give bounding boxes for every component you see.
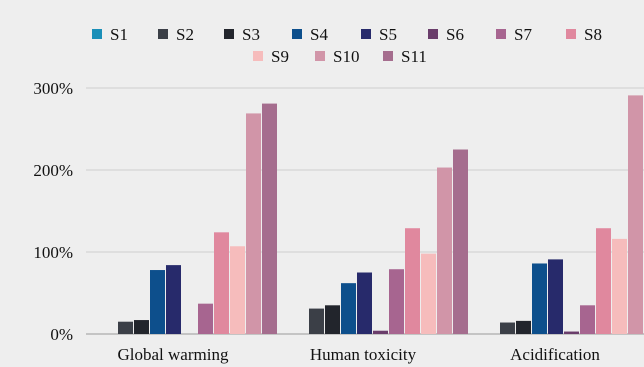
bar-s5-global-warming [166,265,181,334]
legend: S1 S2 S3 S4 S5 S6 S7 S8 S9 S10 S11 [92,25,602,66]
y-tick-label: 300% [33,79,73,98]
bar-s10-global-warming [246,113,261,334]
y-tick-label: 100% [33,243,73,262]
legend-swatch-s2 [158,29,168,39]
bar-s8-human-toxicity [405,228,420,334]
legend-swatch-s6 [428,29,438,39]
legend-swatch-s11 [383,51,393,61]
legend-swatch-s10 [315,51,325,61]
x-axis-categories: Global warming Human toxicity Acidificatio… [118,345,601,364]
legend-label-s1: S1 [110,25,128,44]
bar-s9-global-warming [230,246,245,334]
bar-s7-human-toxicity [389,269,404,334]
bar-s9-acidification [612,238,627,334]
bar-s7-acidification [580,305,595,334]
bar-s9-human-toxicity [421,253,436,334]
legend-label-s5: S5 [379,25,397,44]
category-label: Human toxicity [310,345,417,364]
legend-label-s6: S6 [446,25,464,44]
bar-s3-global-warming [134,320,149,334]
bars [118,95,643,334]
legend-label-s9: S9 [271,47,289,66]
bar-s10-human-toxicity [437,167,452,334]
legend-label-s8: S8 [584,25,602,44]
bar-s8-acidification [596,228,611,334]
bar-s8-global-warming [214,232,229,334]
bar-s3-human-toxicity [325,305,340,334]
category-label: Global warming [118,345,229,364]
legend-swatch-s9 [253,51,263,61]
bar-s5-acidification [548,259,563,334]
legend-swatch-s1 [92,29,102,39]
legend-label-s7: S7 [514,25,532,44]
legend-swatch-s7 [496,29,506,39]
legend-swatch-s5 [361,29,371,39]
bar-s7-global-warming [198,303,213,334]
bar-s6-acidification [564,331,579,334]
legend-label-s4: S4 [310,25,328,44]
bar-s11-global-warming [262,103,277,334]
bar-s4-acidification [532,263,547,334]
y-axis-ticks: 0% 100% 200% 300% [33,79,73,344]
bar-s5-human-toxicity [357,272,372,334]
legend-label-s3: S3 [242,25,260,44]
category-label: Acidification [510,345,600,364]
y-tick-label: 200% [33,161,73,180]
bar-s2-human-toxicity [309,308,324,334]
bar-s4-human-toxicity [341,283,356,334]
bar-s6-human-toxicity [373,330,388,334]
bar-s2-global-warming [118,321,133,334]
bar-s11-human-toxicity [453,149,468,334]
legend-label-s10: S10 [333,47,359,66]
legend-swatch-s3 [224,29,234,39]
legend-label-s11: S11 [401,47,427,66]
bar-s4-global-warming [150,270,165,334]
bar-s10-acidification [628,95,643,334]
legend-label-s2: S2 [176,25,194,44]
legend-swatch-s4 [292,29,302,39]
bar-s3-acidification [516,320,531,334]
bar-s2-acidification [500,322,515,334]
legend-swatch-s8 [566,29,576,39]
y-tick-label: 0% [50,325,73,344]
